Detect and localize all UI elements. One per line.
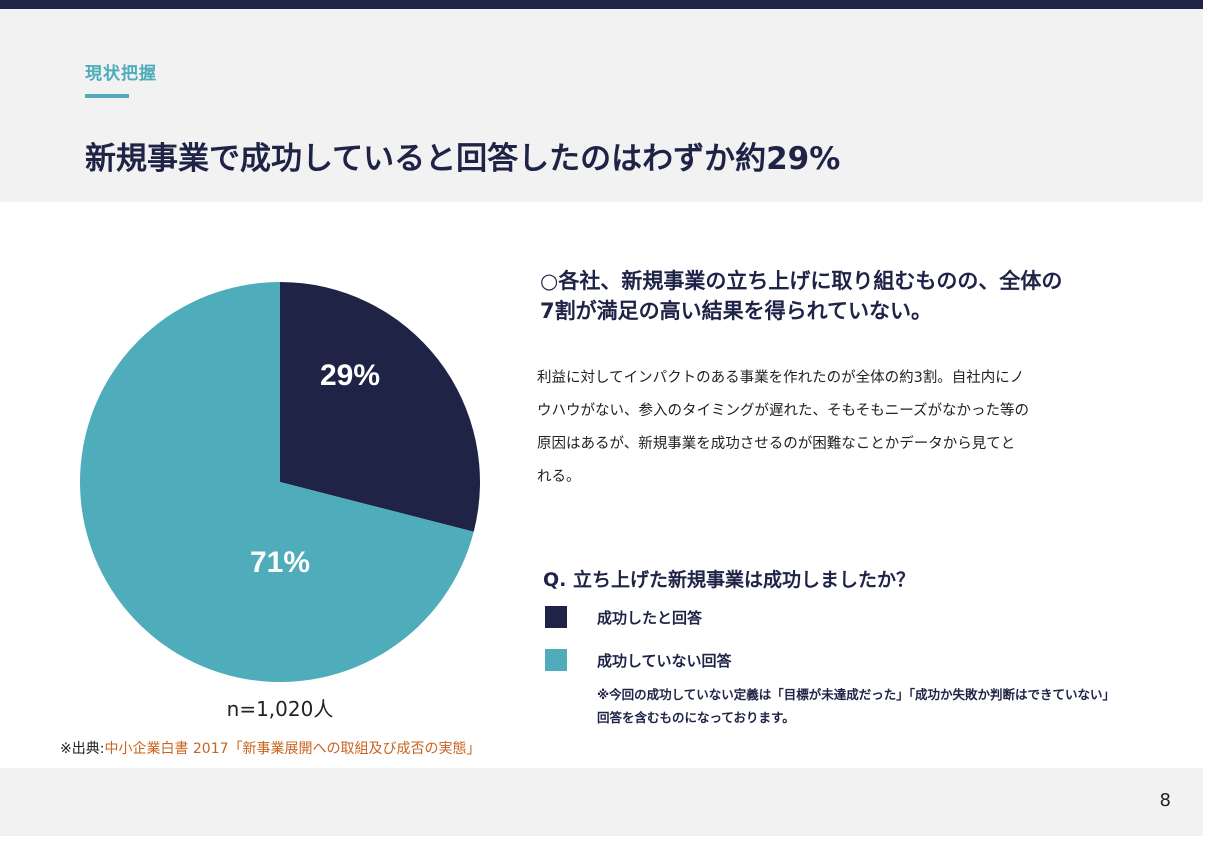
- slide-footer: 8: [0, 768, 1203, 836]
- pie-chart: 29% 71%: [78, 280, 482, 684]
- definition-note: ※今回の成功していない定義は「目標が未達成だった」「成功か失敗か判断はできていな…: [597, 683, 1197, 729]
- legend-item-not-success: 成功していない回答: [545, 649, 732, 671]
- survey-question: Q. 立ち上げた新規事業は成功しましたか？: [543, 569, 915, 591]
- source-citation: ※出典:中小企業白書 2017「新事業展開への取組及び成否の実態」: [60, 738, 481, 758]
- legend-swatch-navy: [545, 606, 567, 628]
- top-bar: [0, 0, 1203, 9]
- pie-data-label: 71%: [250, 546, 310, 579]
- legend-label: 成功していない回答: [597, 651, 732, 670]
- note-line: 回答を含むものになっております。: [597, 710, 795, 725]
- pie-slice-success: [280, 282, 480, 532]
- source-prefix: ※出典:: [60, 741, 105, 757]
- body-line: ウハウがない、参入のタイミングが遅れた、そもそもニーズがなかった等の: [537, 403, 1029, 419]
- headline-line: ○各社、新規事業の立ち上げに取り組むものの、全体の: [540, 269, 1063, 293]
- sample-size-label: n=1,020人: [226, 697, 334, 721]
- legend-item-success: 成功したと回答: [545, 606, 702, 628]
- legend-swatch-teal: [545, 649, 567, 671]
- section-label: 現状把握: [85, 64, 157, 84]
- summary-body: 利益に対してインパクトのある事業を作れたのが全体の約3割。自社内にノ ウハウがな…: [537, 362, 1127, 494]
- body-line: 原因はあるが、新規事業を成功させるのが困難なことかデータから見てと: [537, 436, 1016, 452]
- headline-line: 7割が満足の高い結果を得られていない。: [540, 299, 932, 323]
- section-underline: [85, 94, 129, 98]
- page-number: 8: [1159, 790, 1171, 811]
- slide-header: 現状把握 新規事業で成功していると回答したのはわずか約29%: [0, 9, 1203, 202]
- source-text: 中小企業白書 2017「新事業展開への取組及び成否の実態」: [104, 741, 481, 757]
- pie-chart-svg: 29% 71%: [79, 282, 480, 682]
- page-title: 新規事業で成功していると回答したのはわずか約29%: [85, 141, 841, 177]
- body-line: 利益に対してインパクトのある事業を作れたのが全体の約3割。自社内にノ: [537, 370, 1025, 386]
- pie-data-label: 29%: [320, 359, 380, 392]
- note-line: ※今回の成功していない定義は「目標が未達成だった」「成功か失敗か判断はできていな…: [597, 687, 1116, 702]
- body-line: れる。: [537, 469, 581, 485]
- legend-label: 成功したと回答: [597, 608, 703, 627]
- summary-headline: ○各社、新規事業の立ち上げに取り組むものの、全体の 7割が満足の高い結果を得られ…: [540, 266, 1140, 326]
- pie-slice-not-success: [79, 282, 474, 682]
